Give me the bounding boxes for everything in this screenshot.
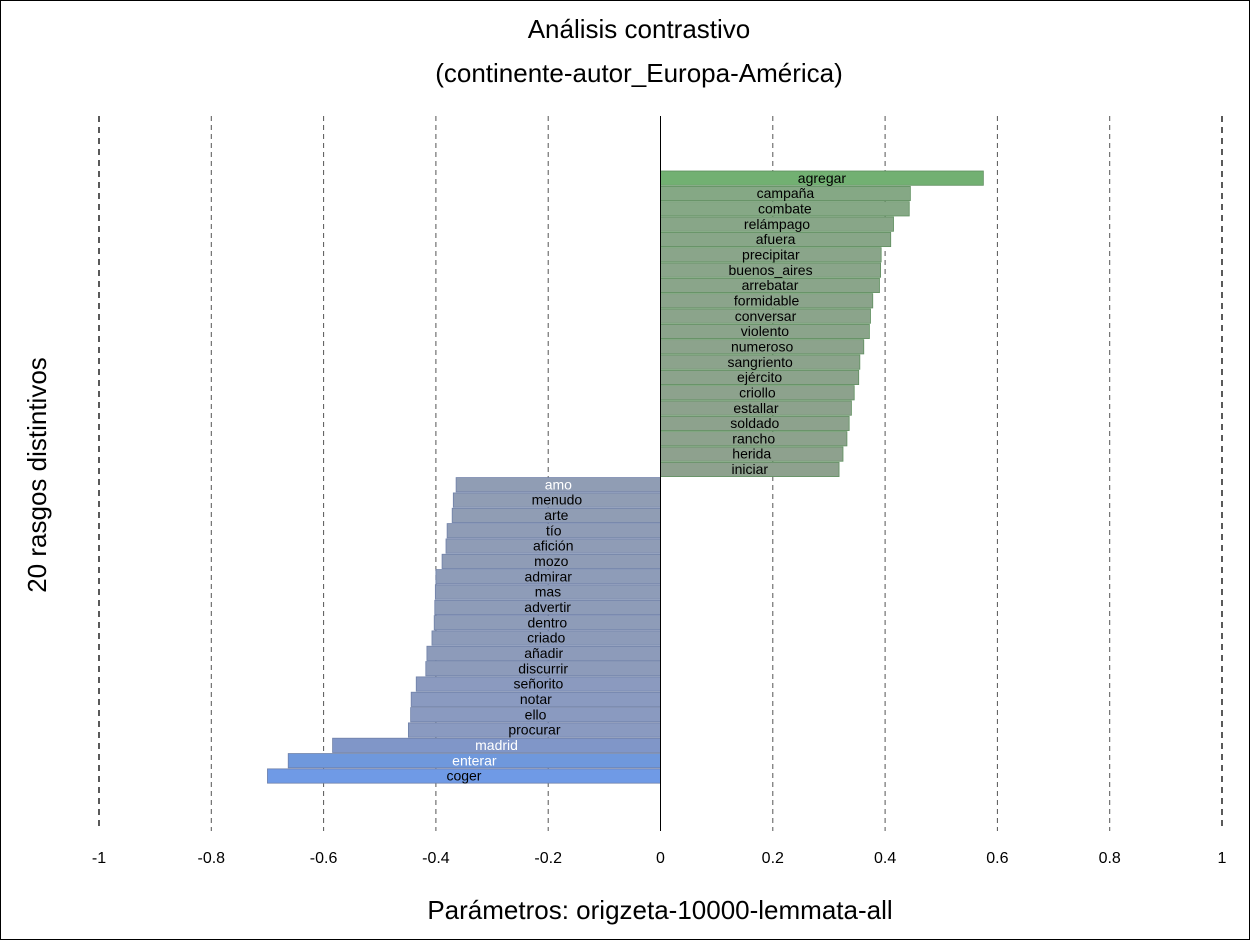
x-tick-labels: -1 -0.8 -0.6 -0.4 -0.2 0 0.2 0.4 0.6 0.8 1 xyxy=(92,850,1227,867)
bar-label-0: agregar xyxy=(798,170,847,186)
bar-label-21: menudo xyxy=(532,492,583,508)
y-axis-title: 20 rasgos distintivos xyxy=(22,357,52,593)
bar-label-22: arte xyxy=(544,507,568,523)
bar-label-3: relámpago xyxy=(744,216,810,232)
x-tick-label-1: -0.8 xyxy=(198,850,226,867)
bar-label-19: iniciar xyxy=(731,461,768,477)
bar-label-8: formidable xyxy=(734,292,800,308)
bar-label-29: dentro xyxy=(528,614,568,630)
chart-subtitle: (continente-autor_Europa-América) xyxy=(435,58,843,88)
bar-label-37: madrid xyxy=(475,737,518,753)
x-tick-label-0: -1 xyxy=(92,850,106,867)
chart-title: Análisis contrastivo xyxy=(528,14,751,44)
bar-label-26: admirar xyxy=(524,568,572,584)
bar-labels: agregarcampañacombaterelámpagoafueraprec… xyxy=(446,170,846,784)
bar-label-5: precipitar xyxy=(742,246,800,262)
bar-label-36: procurar xyxy=(508,722,560,738)
bar-label-13: ejército xyxy=(737,369,782,385)
x-tick-label-8: 0.6 xyxy=(986,850,1008,867)
bar-label-39: coger xyxy=(446,768,481,784)
bar-label-25: mozo xyxy=(534,553,568,569)
bar-label-12: sangriento xyxy=(727,354,793,370)
x-tick-label-5: 0 xyxy=(656,850,665,867)
bar-label-30: criado xyxy=(527,630,565,646)
bar-label-32: discurrir xyxy=(518,660,568,676)
bar-label-9: conversar xyxy=(735,308,797,324)
bar-label-6: buenos_aires xyxy=(729,262,813,278)
bar-label-10: violento xyxy=(741,323,789,339)
bar-label-38: enterar xyxy=(452,752,497,768)
bar-label-11: numeroso xyxy=(731,338,793,354)
x-tick-label-3: -0.4 xyxy=(422,850,450,867)
bar-label-31: añadir xyxy=(524,645,563,661)
bar-label-34: notar xyxy=(520,691,552,707)
bar-label-24: afición xyxy=(533,538,573,554)
bar-label-14: criollo xyxy=(739,384,776,400)
bar-label-28: advertir xyxy=(524,599,571,615)
bar-label-17: rancho xyxy=(732,430,775,446)
x-axis-title: Parámetros: origzeta-10000-lemmata-all xyxy=(427,895,892,925)
bar-label-4: afuera xyxy=(756,231,796,247)
bar-label-35: ello xyxy=(525,706,547,722)
bar-label-7: arrebatar xyxy=(742,277,799,293)
x-tick-label-7: 0.4 xyxy=(874,850,896,867)
x-tick-label-4: -0.2 xyxy=(534,850,562,867)
bar-label-2: combate xyxy=(758,200,812,216)
bar-label-20: amo xyxy=(545,476,572,492)
bar-label-33: señorito xyxy=(513,676,563,692)
bars xyxy=(267,170,984,784)
x-tick-label-10: 1 xyxy=(1218,850,1227,867)
bar-label-18: herida xyxy=(732,446,771,462)
bar-label-23: tío xyxy=(546,522,562,538)
x-tick-label-6: 0.2 xyxy=(762,850,784,867)
bar-label-27: mas xyxy=(535,584,561,600)
x-tick-label-9: 0.8 xyxy=(1099,850,1121,867)
x-tick-label-2: -0.6 xyxy=(310,850,338,867)
bar-label-1: campaña xyxy=(757,185,815,201)
bar-label-16: soldado xyxy=(730,415,779,431)
bar-label-15: estallar xyxy=(733,400,778,416)
